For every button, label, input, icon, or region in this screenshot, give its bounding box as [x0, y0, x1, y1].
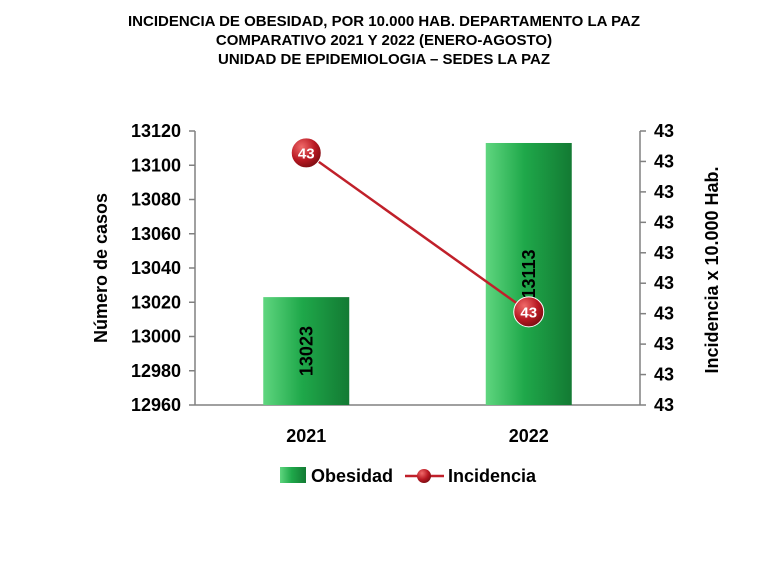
x-tick-label: 2021 [286, 426, 326, 446]
title-line-2: COMPARATIVO 2021 Y 2022 (ENERO-AGOSTO) [215, 32, 553, 49]
y2-axis-label: Incidencia x 10.000 Hab. [702, 166, 722, 373]
axes: 12960 12980 13000 13020 13040 13060 13080 13100… [91, 121, 722, 446]
y2-tick-label: 43 [654, 273, 674, 293]
y-axis-label: Número de casos [91, 193, 111, 343]
y-tick-label: 13080 [131, 190, 181, 210]
bars: 13023 13113 [263, 142, 572, 406]
bar-value-label: 13023 [296, 326, 316, 376]
legend-marker-incidencia [417, 469, 431, 483]
y2-tick-label: 43 [654, 334, 674, 354]
incidence-point-label: 43 [520, 304, 537, 321]
legend-label-incidencia: Incidencia [448, 466, 537, 486]
title-line-1: INCIDENCIA DE OBESIDAD, POR 10.000 HAB. … [127, 13, 640, 30]
legend: Obesidad Incidencia [280, 466, 537, 486]
x-tick-label: 2022 [509, 426, 549, 446]
bar-obesidad [485, 142, 572, 406]
y-tick-label: 12960 [131, 395, 181, 415]
y2-tick-label: 43 [654, 395, 674, 415]
legend-label-obesidad: Obesidad [311, 466, 393, 486]
y-tick-label: 13020 [131, 292, 181, 312]
y-tick-label: 13040 [131, 258, 181, 278]
title-line-3: UNIDAD DE EPIDEMIOLOGIA – SEDES LA PAZ [218, 51, 550, 68]
y-tick-label: 13120 [131, 121, 181, 141]
chart-title: INCIDENCIA DE OBESIDAD, POR 10.000 HAB. … [0, 12, 768, 69]
incidence-series-line [305, 151, 530, 313]
bar-obesidad [263, 297, 350, 405]
y2-tick-label: 43 [654, 182, 674, 202]
legend-swatch-obesidad [280, 467, 306, 483]
y2-tick-label: 43 [654, 243, 674, 263]
y-tick-label: 12980 [131, 361, 181, 381]
incidence-point-label: 43 [298, 145, 315, 162]
y2-tick-label: 43 [654, 304, 674, 324]
incidence-line: 43 43 [290, 137, 545, 328]
y-tick-label: 13000 [131, 327, 181, 347]
y2-tick-label: 43 [654, 365, 674, 385]
y2-tick-label: 43 [654, 212, 674, 232]
y-tick-label: 13100 [131, 155, 181, 175]
bar-value-label: 13113 [519, 249, 539, 298]
incidence-point [290, 137, 322, 169]
incidence-point [513, 296, 545, 328]
y2-tick-label: 43 [654, 121, 674, 141]
y-tick-label: 13060 [131, 224, 181, 244]
y2-tick-label: 43 [654, 151, 674, 171]
